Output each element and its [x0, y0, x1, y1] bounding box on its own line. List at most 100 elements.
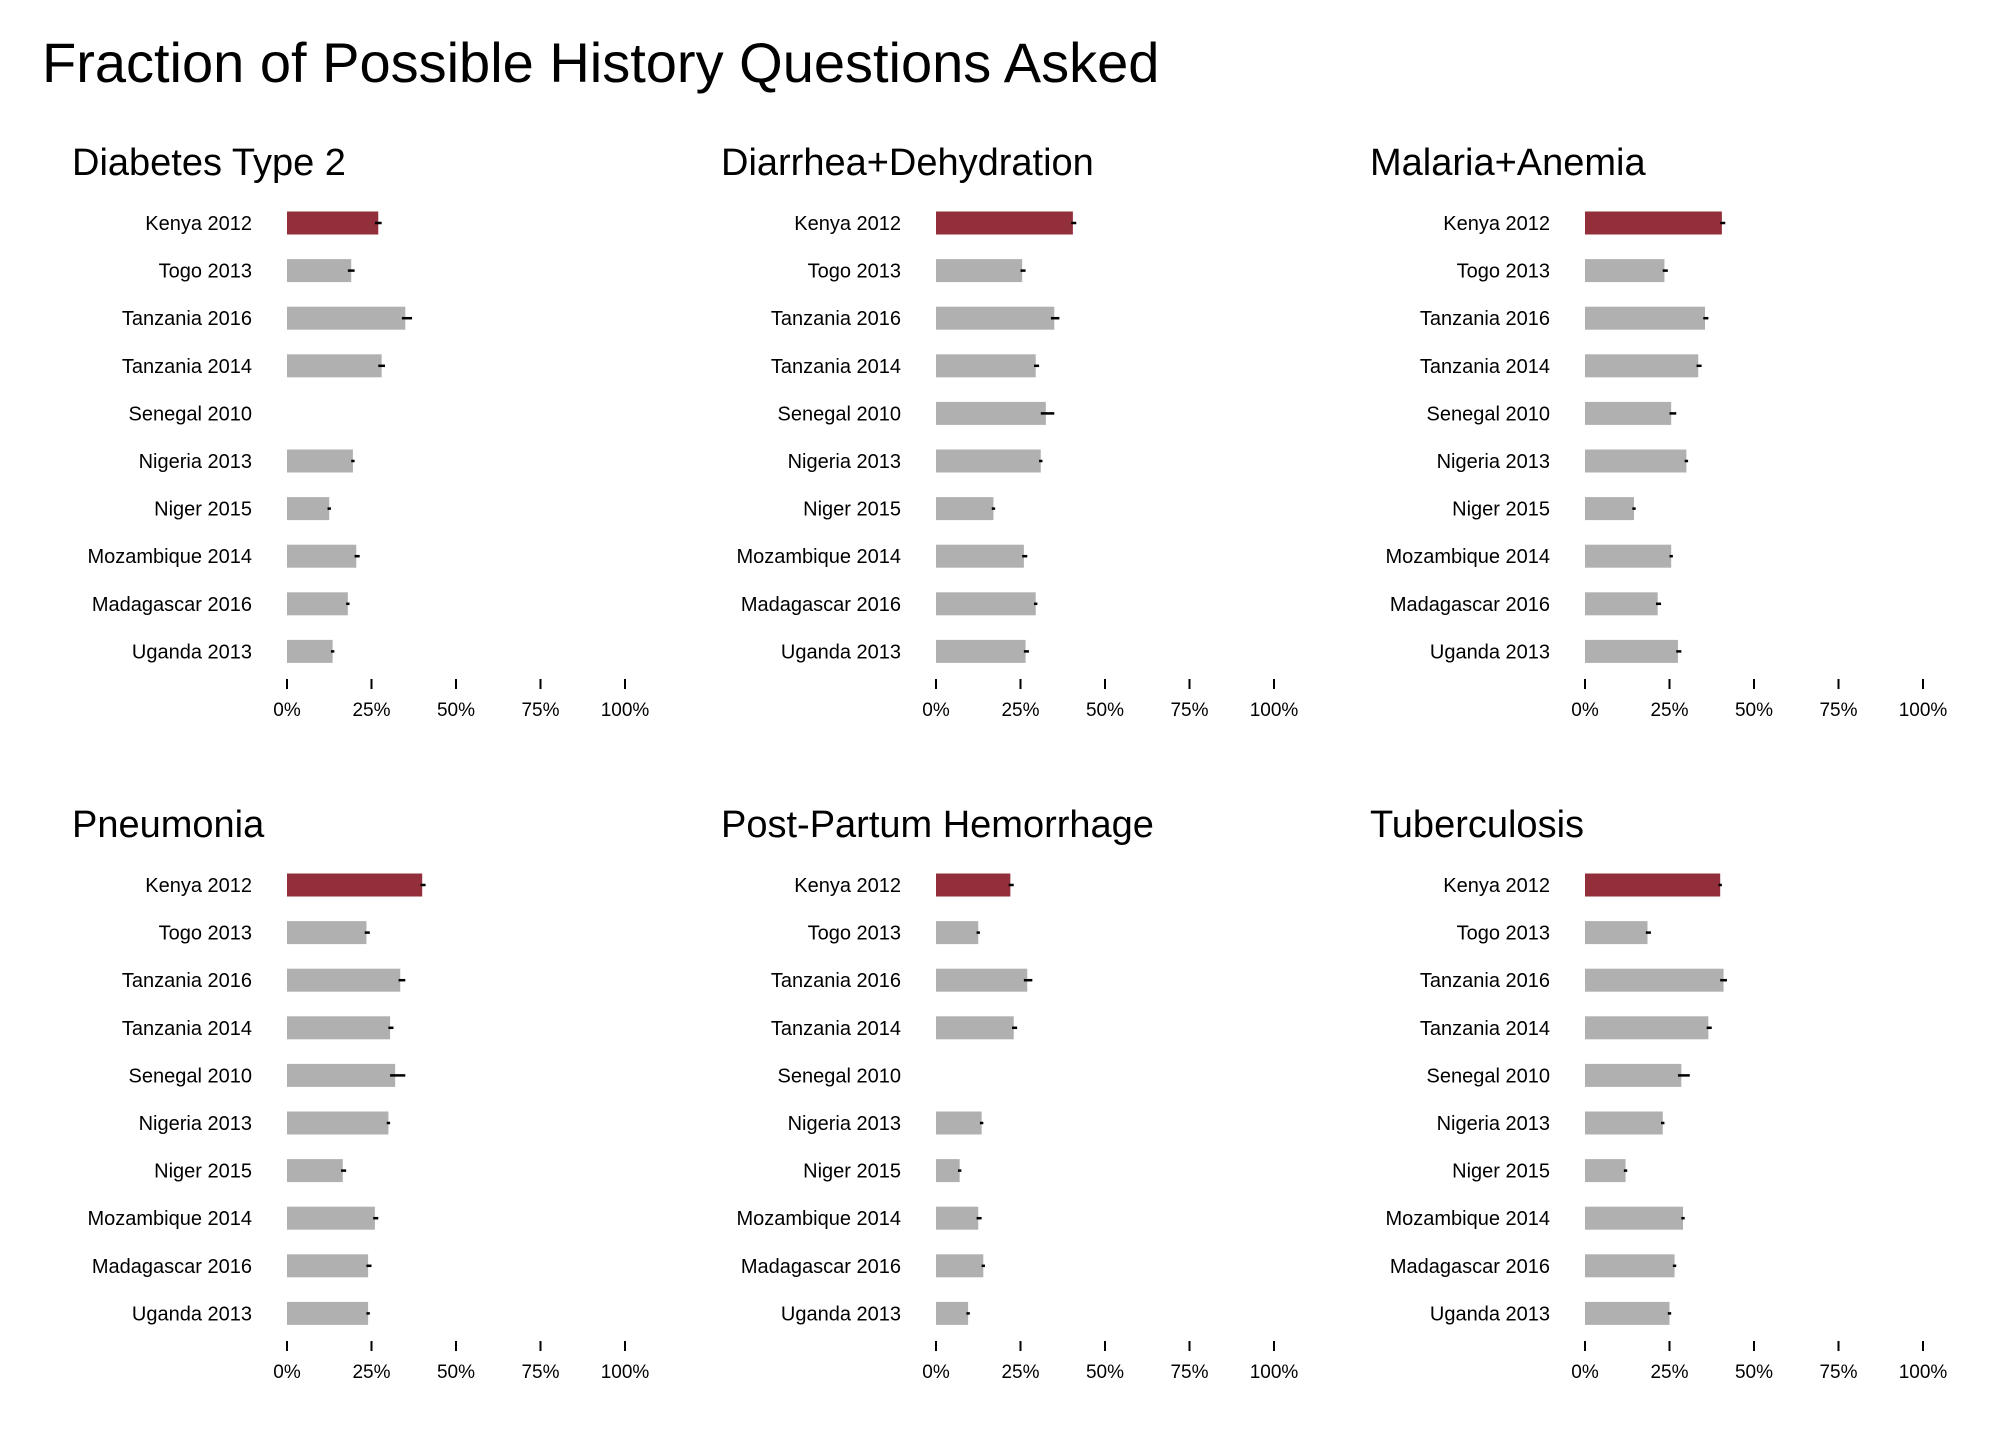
category-label: Madagascar 2016 [92, 1256, 252, 1278]
category-label: Madagascar 2016 [741, 594, 901, 616]
bar [287, 449, 353, 473]
bar [1585, 259, 1665, 283]
bar [936, 921, 979, 945]
bar [287, 259, 352, 283]
bar-chart: Kenya 2012 Togo 2013 Tanzania 2016 Tanzania… [736, 873, 1298, 1383]
bar [936, 592, 1036, 616]
bar [936, 1206, 979, 1230]
category-label: Togo 2013 [1457, 923, 1550, 945]
bar [287, 1159, 343, 1183]
category-label: Senegal 2010 [778, 1065, 901, 1087]
x-tick-label: 75% [1170, 1362, 1208, 1383]
x-tick-label: 0% [273, 700, 301, 721]
bar-chart: Kenya 2012 Togo 2013 Tanzania 2016 Tanzania… [1385, 211, 1947, 721]
category-label: Tanzania 2014 [771, 1018, 901, 1040]
bar [936, 211, 1073, 235]
category-label: Nigeria 2013 [1437, 1113, 1550, 1135]
category-label: Tanzania 2014 [771, 356, 901, 378]
category-label: Tanzania 2016 [771, 308, 901, 330]
category-label: Kenya 2012 [1443, 213, 1550, 235]
x-tick-label: 100% [1899, 1362, 1948, 1383]
category-label: Tanzania 2016 [771, 970, 901, 992]
x-tick-label: 25% [1001, 700, 1039, 721]
category-label: Senegal 2010 [1427, 403, 1550, 425]
bar [287, 592, 348, 616]
bar [1585, 921, 1648, 945]
category-label: Madagascar 2016 [1390, 1256, 1550, 1278]
x-tick-label: 25% [352, 700, 390, 721]
panel-title: Malaria+Anemia [1370, 142, 1646, 184]
category-label: Uganda 2013 [781, 1303, 901, 1325]
x-tick-label: 75% [521, 1362, 559, 1383]
x-tick-label: 100% [1250, 700, 1299, 721]
bar [1585, 354, 1699, 378]
bar [1585, 639, 1678, 663]
category-label: Mozambique 2014 [736, 1208, 901, 1230]
x-tick-label: 50% [1735, 700, 1773, 721]
bar [1585, 1301, 1670, 1325]
x-tick-label: 0% [1571, 1362, 1599, 1383]
bar [287, 306, 406, 330]
bar [936, 1159, 960, 1183]
panel-title: Pneumonia [72, 804, 265, 846]
bar [936, 544, 1024, 568]
x-tick-label: 50% [437, 700, 475, 721]
bar [1585, 497, 1635, 521]
x-tick-label: 25% [1650, 700, 1688, 721]
bar [1585, 306, 1705, 330]
category-label: Madagascar 2016 [741, 1256, 901, 1278]
category-label: Uganda 2013 [1430, 641, 1550, 663]
category-label: Nigeria 2013 [139, 1113, 252, 1135]
category-label: Senegal 2010 [1427, 1065, 1550, 1087]
category-label: Senegal 2010 [129, 403, 252, 425]
category-label: Togo 2013 [1457, 261, 1550, 283]
x-tick-label: 25% [352, 1362, 390, 1383]
x-tick-label: 75% [521, 700, 559, 721]
bar [936, 497, 994, 521]
category-label: Niger 2015 [803, 499, 901, 521]
bar [287, 968, 401, 992]
bar [1585, 544, 1672, 568]
chart-title: Fraction of Possible History Questions A… [42, 31, 1160, 94]
x-tick-label: 25% [1650, 1362, 1688, 1383]
x-tick-label: 50% [1086, 700, 1124, 721]
category-label: Kenya 2012 [145, 875, 252, 897]
bar [936, 259, 1023, 283]
category-label: Tanzania 2016 [1420, 970, 1550, 992]
bar [936, 449, 1041, 473]
bar [936, 1254, 984, 1278]
bar [1585, 1159, 1626, 1183]
bar [287, 1111, 389, 1135]
category-label: Uganda 2013 [1430, 1303, 1550, 1325]
x-tick-label: 0% [922, 700, 950, 721]
category-label: Tanzania 2014 [122, 356, 252, 378]
x-tick-label: 25% [1001, 1362, 1039, 1383]
bar [1585, 211, 1722, 235]
category-label: Kenya 2012 [145, 213, 252, 235]
panel-title: Diabetes Type 2 [72, 142, 346, 184]
bar [936, 968, 1028, 992]
category-label: Niger 2015 [803, 1161, 901, 1183]
bar [936, 354, 1036, 378]
x-tick-label: 100% [601, 700, 650, 721]
category-label: Uganda 2013 [132, 641, 252, 663]
bar [287, 544, 357, 568]
category-label: Nigeria 2013 [1437, 451, 1550, 473]
category-label: Mozambique 2014 [1385, 1208, 1550, 1230]
bar-chart: Kenya 2012 Togo 2013 Tanzania 2016 Tanzania… [87, 211, 650, 721]
category-label: Tanzania 2016 [122, 308, 252, 330]
bar [1585, 449, 1687, 473]
category-label: Uganda 2013 [132, 1303, 252, 1325]
bar [1585, 592, 1658, 616]
bar-chart: Kenya 2012 Togo 2013 Tanzania 2016 Tanzania… [736, 211, 1299, 721]
category-label: Tanzania 2014 [122, 1018, 252, 1040]
category-label: Mozambique 2014 [1385, 546, 1550, 568]
category-label: Tanzania 2014 [1420, 1018, 1550, 1040]
x-tick-label: 50% [437, 1362, 475, 1383]
x-tick-label: 75% [1170, 700, 1208, 721]
category-label: Senegal 2010 [129, 1065, 252, 1087]
bar-chart: Kenya 2012 Togo 2013 Tanzania 2016 Tanzania… [87, 873, 649, 1383]
bar-chart: Kenya 2012 Togo 2013 Tanzania 2016 Tanzania… [1385, 873, 1948, 1383]
bar [287, 497, 330, 521]
x-tick-label: 0% [273, 1362, 301, 1383]
